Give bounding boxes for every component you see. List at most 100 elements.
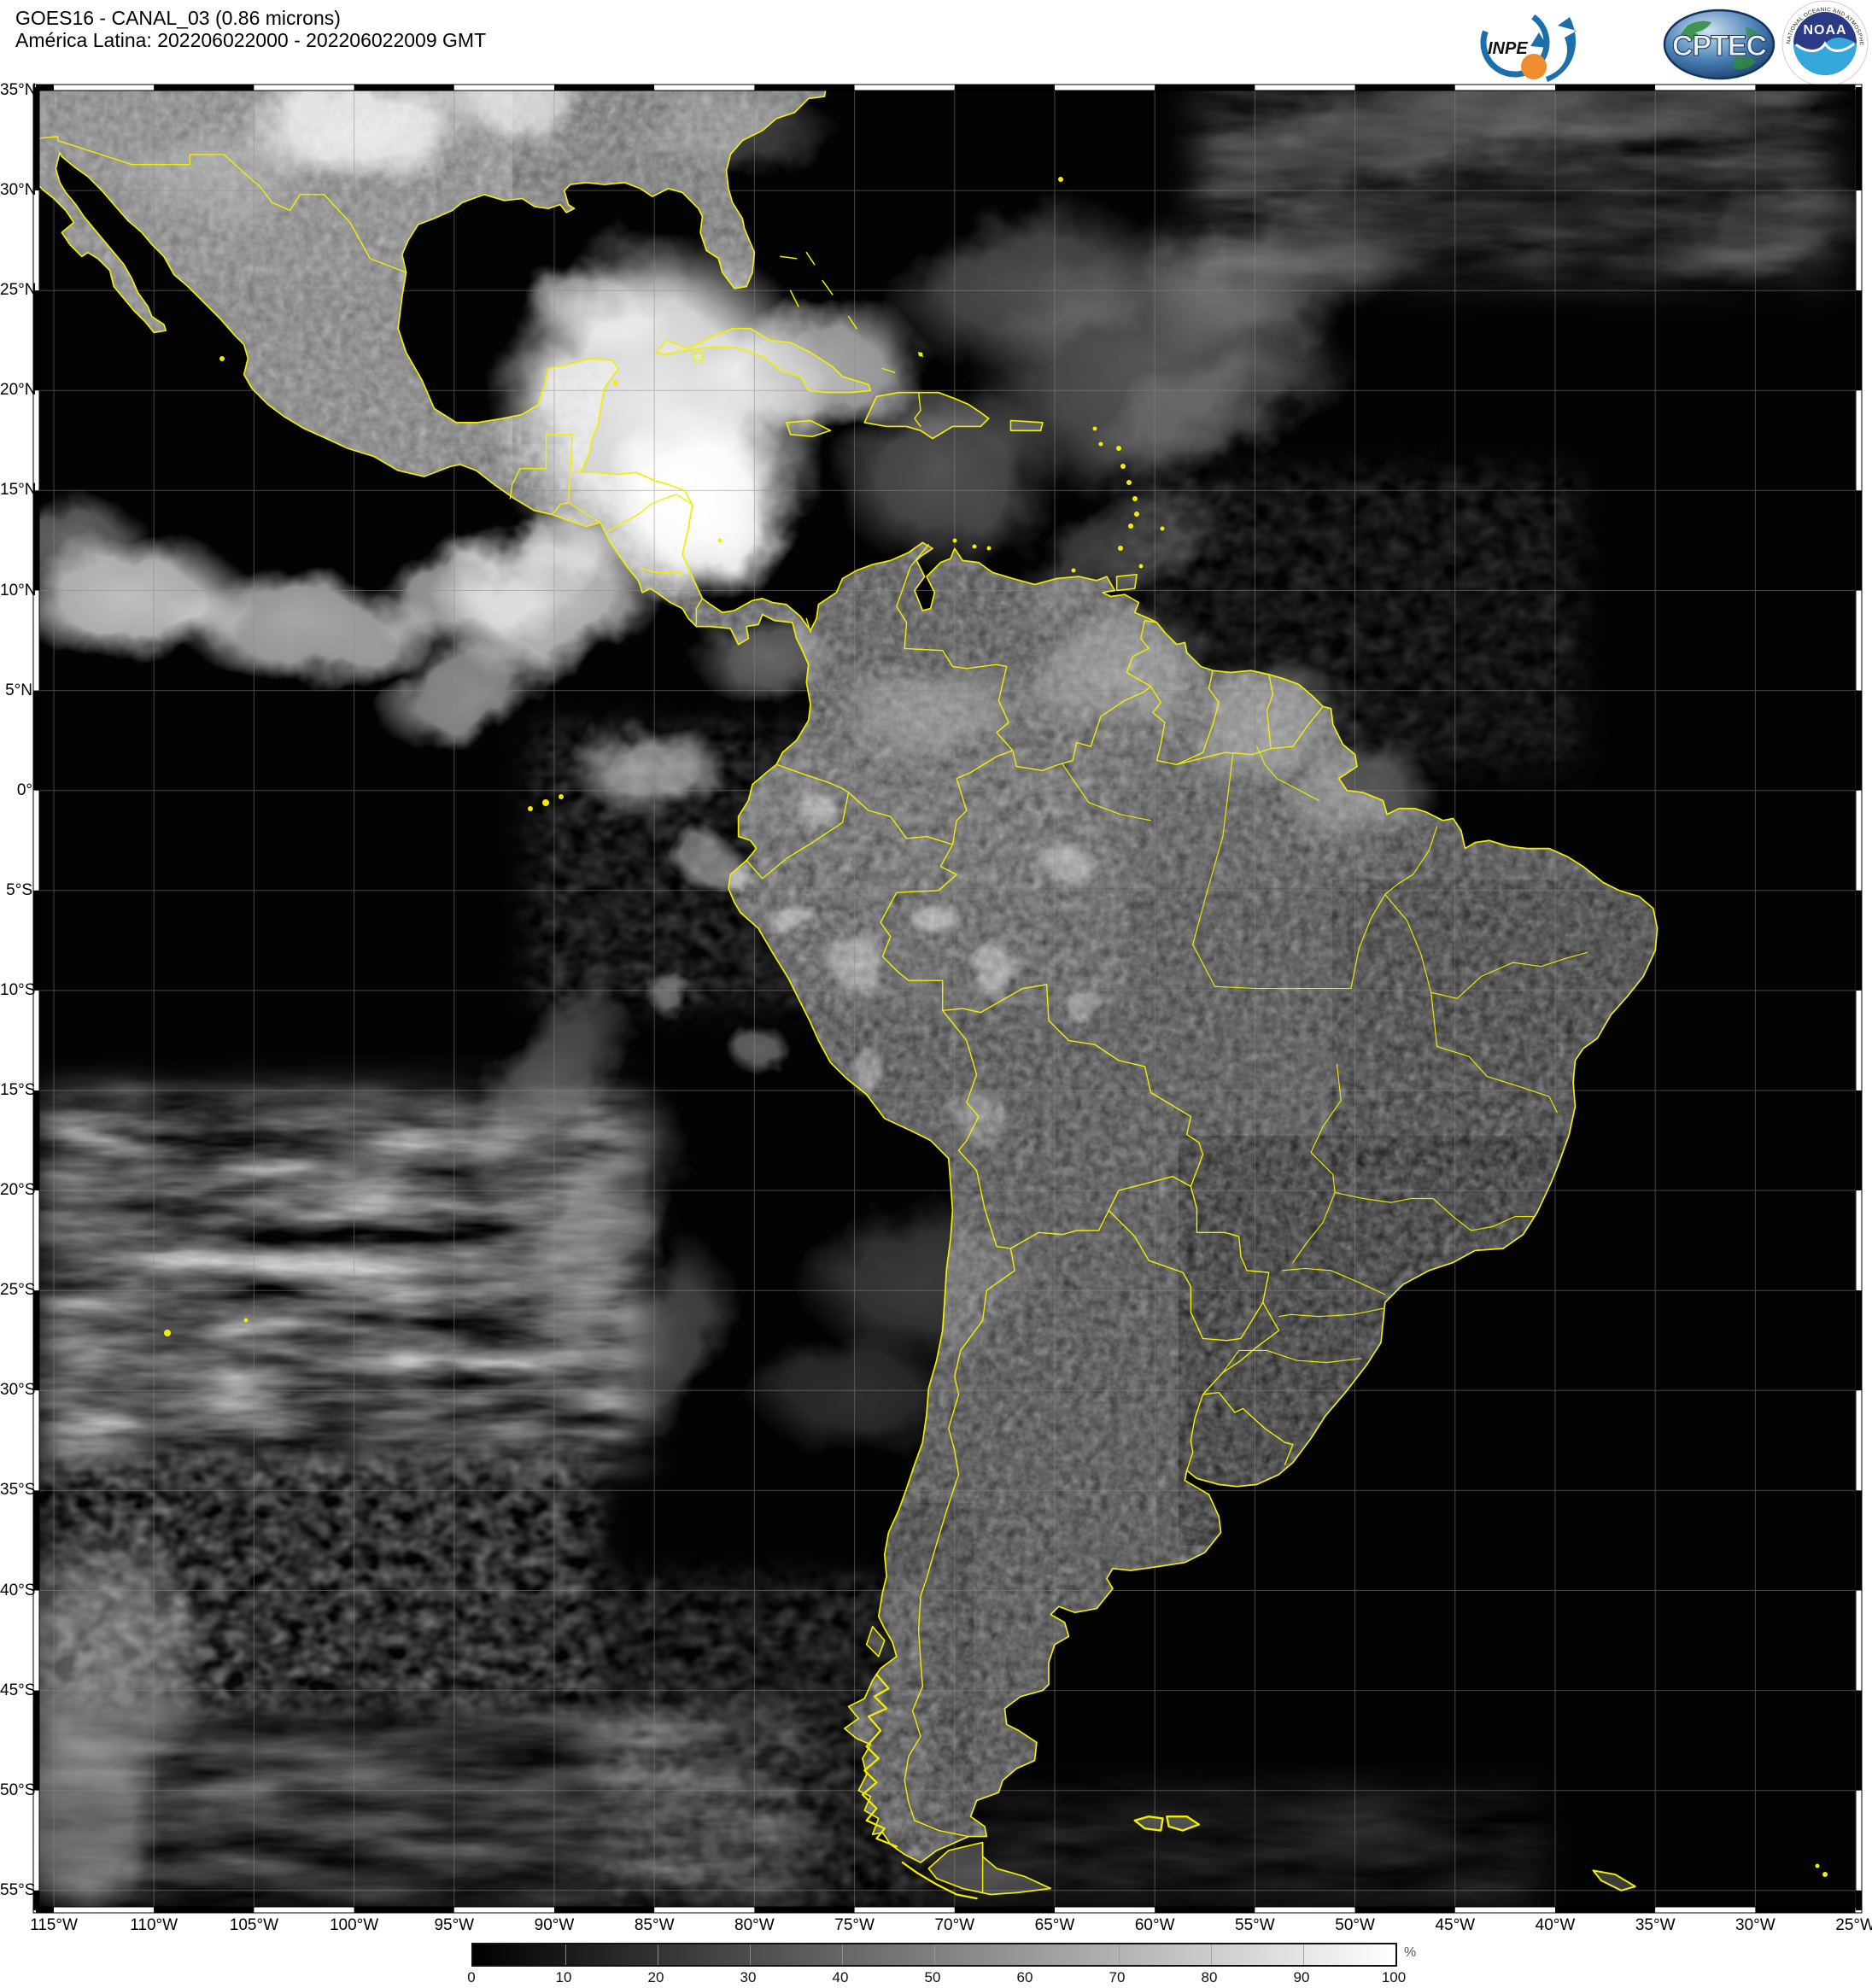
- colorbar-tick-label: 10: [555, 1969, 572, 1985]
- frame-segment: [1555, 85, 1656, 91]
- puerto-rico-coastline: [1010, 420, 1043, 430]
- frame-outer-line: [32, 84, 1863, 1914]
- frame-segment: [1255, 85, 1355, 91]
- lat-label: 20°N: [0, 381, 37, 400]
- colorbar-gridline: [1119, 1944, 1120, 1965]
- lon-label: 60°W: [1134, 1916, 1175, 1934]
- reflectance-colorbar: [471, 1943, 1397, 1967]
- frame-segment: [33, 490, 39, 591]
- colorbar-gridline: [934, 1944, 935, 1965]
- cuba-coastline: [657, 329, 871, 393]
- cptec-logo: CPTEC: [1663, 9, 1775, 80]
- lon-label: 30°W: [1735, 1916, 1775, 1934]
- lat-label: 10°S: [0, 980, 36, 999]
- frame-segment: [1655, 1907, 1756, 1913]
- lon-label: 50°W: [1335, 1916, 1375, 1934]
- frame-segment: [33, 1790, 39, 1891]
- jamaica-coastline: [787, 420, 831, 436]
- noaa-label: NOAA: [1803, 23, 1846, 38]
- frame-segment: [1856, 990, 1862, 1090]
- cptec-continent: [1734, 56, 1756, 69]
- frame-segment: [1856, 87, 1862, 191]
- frame-segment: [554, 85, 655, 91]
- colorbar-tick-label: 80: [1201, 1969, 1218, 1985]
- frame-segment: [1856, 290, 1862, 391]
- frame-segment: [254, 1907, 354, 1913]
- frame-segment: [1354, 1907, 1455, 1913]
- frame-segment: [33, 1190, 39, 1291]
- frame-segment: [354, 85, 454, 91]
- lat-label: 45°S: [0, 1681, 36, 1699]
- lon-label: 110°W: [130, 1916, 178, 1934]
- frame-segment: [1655, 85, 1756, 91]
- colorbar-tick-label: 0: [467, 1969, 476, 1985]
- colorbar-gridline: [565, 1944, 566, 1965]
- cptec-continent: [1681, 20, 1711, 40]
- frame-segment: [1055, 85, 1155, 91]
- lat-label: 30°S: [0, 1381, 36, 1400]
- country-borders: [510, 393, 1323, 1893]
- frame-segment: [453, 85, 554, 91]
- colorbar-gridline: [750, 1944, 751, 1965]
- lon-label: 35°W: [1635, 1916, 1676, 1934]
- lat-label: 20°S: [0, 1181, 36, 1200]
- frame-segment: [1856, 1590, 1862, 1691]
- inpe-logo: INPE: [1480, 8, 1577, 82]
- frame-segment: [36, 1907, 54, 1913]
- frame-segment: [854, 1907, 955, 1913]
- frame-segment: [1755, 85, 1856, 91]
- south-georgia-coastline: [1594, 1870, 1635, 1890]
- colorbar-gridline: [1211, 1944, 1212, 1965]
- chiloe-coastline: [867, 1627, 885, 1657]
- frame-segment: [754, 85, 855, 91]
- frame-segment: [1155, 1907, 1255, 1913]
- cptec-label: CPTEC: [1672, 30, 1767, 62]
- noaa-logo: NATIONAL OCEANIC AND ATMOSPHERIC ADMINIS…: [1780, 0, 1869, 87]
- brazil-state-borders: [1062, 746, 1587, 1372]
- lon-label: 40°W: [1535, 1916, 1576, 1934]
- product-subtitle: América Latina: 202206022000 - 202206022…: [15, 29, 487, 51]
- hispaniola-coastline: [864, 393, 988, 439]
- inpe-label: INPE: [1488, 39, 1528, 58]
- frame-segment: [1755, 1907, 1856, 1913]
- frame-segment: [954, 1907, 1055, 1913]
- frame-segment: [154, 85, 254, 91]
- lon-label: 95°W: [434, 1916, 475, 1934]
- lon-label: 105°W: [229, 1916, 278, 1934]
- frame-segment: [54, 85, 155, 91]
- frame-segment: [33, 190, 39, 291]
- frame-segment: [1856, 390, 1862, 491]
- frame-segment: [453, 1907, 554, 1913]
- colorbar-tick-label: 50: [924, 1969, 941, 1985]
- lat-label: 25°S: [0, 1281, 36, 1300]
- frame-segment: [1856, 1690, 1862, 1791]
- lon-label: 70°W: [934, 1916, 975, 1934]
- colorbar-tick-label: 30: [740, 1969, 757, 1985]
- lon-label: 100°W: [329, 1916, 379, 1934]
- frame-segment: [1856, 1290, 1862, 1391]
- frame-segment: [33, 1290, 39, 1391]
- frame-segment: [33, 390, 39, 491]
- graticule-grid: [36, 87, 1859, 1910]
- colorbar-tick-label: 70: [1109, 1969, 1126, 1985]
- frame-segment: [33, 290, 39, 391]
- frame-segment: [1155, 85, 1255, 91]
- inpe-orange-dot: [1521, 54, 1547, 79]
- frame-segment: [33, 1090, 39, 1191]
- island-fill: [1593, 1870, 1635, 1891]
- lon-label: 80°W: [734, 1916, 775, 1934]
- map-frame: [33, 85, 1862, 1913]
- frame-segment: [33, 590, 39, 691]
- frame-segment: [354, 1907, 454, 1913]
- frame-segment: [1856, 1790, 1862, 1891]
- frame-segment: [33, 87, 39, 191]
- frame-segment: [654, 1907, 755, 1913]
- frame-segment: [36, 85, 54, 91]
- frame-inner-line: [38, 90, 1857, 1908]
- frame-segment: [554, 1907, 655, 1913]
- lat-label: 5°N: [5, 681, 32, 699]
- colorbar-tick-label: 90: [1293, 1969, 1310, 1985]
- frame-segment: [854, 85, 955, 91]
